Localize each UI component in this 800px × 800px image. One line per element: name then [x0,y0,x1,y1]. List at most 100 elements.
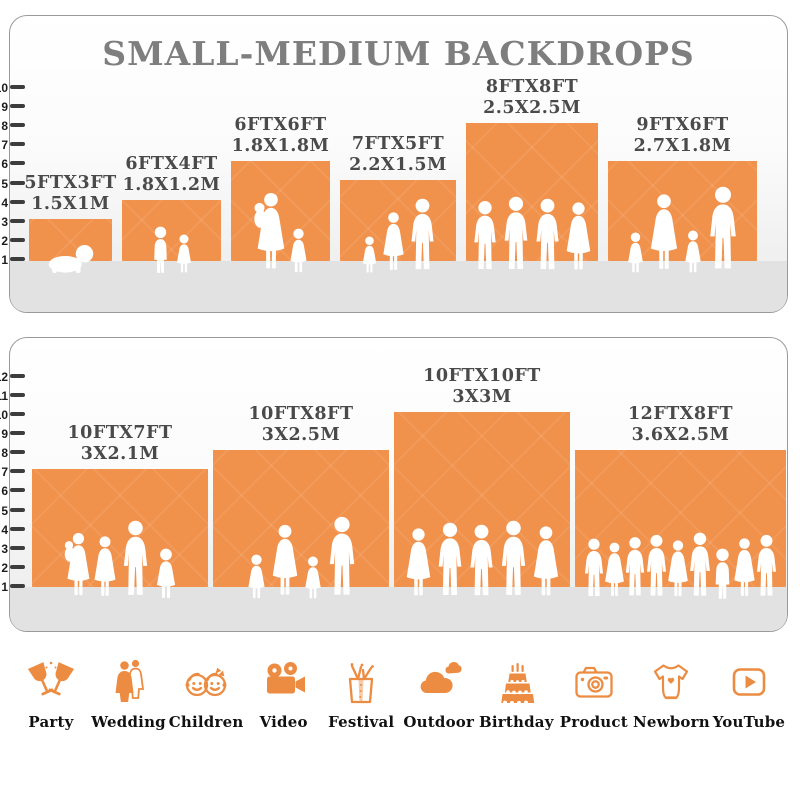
ruler-tick [10,85,25,89]
ruler-tick-label: 8 [1,446,8,461]
people-silhouettes [342,198,454,274]
ruler-tick-label: 3 [1,214,8,229]
backdrop-bar-10ftx10ft: 10FTX10FT 3X3M [394,366,570,587]
backdrop-bar-5ftx3ft: 5FTX3FT 1.5X1M [24,173,116,261]
figure-woman [381,212,406,274]
category-label: Festival [328,713,395,731]
ruler-tick-label: 2 [1,560,8,575]
backdrop-size-label: 12FTX8FT 3.6X2.5M [586,404,776,446]
size-ft: 6FTX6FT [234,115,327,135]
figure-girl [682,230,704,274]
backdrop-bar-9ftx6ft: 9FTX6FT 2.7X1.8M [608,115,757,261]
ruler-tick [10,564,25,569]
ruler-tick [10,142,25,147]
category-newborn: Newborn [632,658,710,731]
category-label: YouTube [712,713,786,731]
ruler-tick [10,526,25,531]
figure-woman [92,536,118,600]
size-m: 1.8X1.2M [122,175,221,195]
category-label: Product [559,713,628,731]
people-silhouettes [31,244,110,274]
people-silhouettes [577,532,784,600]
ruler-tick-label: 5 [1,503,8,518]
category-label: Birthday [478,713,554,731]
category-party: Party [14,658,88,731]
size-m: 3X2.1M [80,444,160,464]
backdrop-size-label: 10FTX7FT 3X2.1M [25,423,215,465]
category-product: Product [557,658,631,731]
ruler-tick-label: 10 [0,408,8,422]
figure-girl [153,548,179,600]
party-icon [27,661,75,696]
category-children: Children [169,658,243,731]
size-ft: 7FTX5FT [351,134,445,154]
size-m: 1.8X1.8M [231,136,330,156]
video-icon [266,662,305,694]
backdrop-size-label: 10FTX10FT 3X3M [387,366,577,408]
size-m: 1.5X1M [31,194,110,214]
ruler-tick [10,373,25,378]
size-ft: 8FTX8FT [485,77,579,97]
people-silhouettes [34,520,206,600]
figure-man [533,198,562,274]
figure-woman [648,194,680,274]
backdrop-size-label: 9FTX6FT 2.7X1.8M [588,115,778,157]
size-m: 3.6X2.5M [631,425,730,445]
wedding-icon [115,659,144,702]
ruler-tick [10,237,25,242]
size-m: 3X2.5M [261,425,341,445]
size-m: 3X3M [452,387,512,407]
figure-woman [404,528,433,600]
size-m: 2.5X2.5M [483,98,581,118]
category-wedding: Wedding [91,658,166,731]
size-m: 2.2X1.5M [349,155,447,175]
ruler-tick-label: 4 [1,522,8,537]
backdrop-size-label: 10FTX8FT 3X2.5M [206,404,396,446]
ruler-tick-label: 7 [1,465,8,480]
ruler-tick-label: 2 [1,233,8,248]
ruler-tick [10,412,25,416]
backdrop-bar-10ftx7ft: 10FTX7FT 3X2.1M [32,423,208,587]
figure-man [408,198,437,274]
newborn-icon [654,664,689,700]
figure-man [435,522,465,600]
category-outdoor: Outdoor [402,658,476,731]
ruler-tick-label: 10 [0,81,8,95]
category-label: Party [28,713,74,731]
ruler-tick-label: 9 [1,100,8,115]
ruler-tick [10,161,25,166]
figure-girl [287,228,310,274]
ruler-tick [10,431,25,436]
figure-woman-baby [62,532,90,600]
ruler-tick-label: 11 [0,388,8,403]
ruler-tick-label: 3 [1,541,8,556]
figure-girl [174,234,194,274]
category-festival: Festival [324,658,398,731]
ruler-tick [10,469,25,474]
size-ft: 10FTX7FT [67,423,173,443]
category-label: Outdoor [403,713,475,731]
figure-man [471,200,499,274]
figure-man [467,524,496,600]
category-label: Newborn [632,713,710,731]
ruler-tick [10,104,25,109]
figure-man [498,520,529,600]
figure-woman [531,526,561,600]
panel-medium-backdrops: 123456789101112 10FTX7FT3X2.1M10FTX8FT3X… [0,337,788,632]
children-icon [185,667,227,697]
size-ft: 12FTX8FT [627,404,733,424]
category-youtube: YouTube [712,658,786,731]
page-title: SMALL-MEDIUM BACKDROPS [102,34,695,73]
people-silhouettes [468,196,596,274]
backdrop-bar-10ftx8ft: 10FTX8FT 3X2.5M [213,404,389,587]
ruler-tick-label: 6 [1,484,8,499]
figure-woman [270,524,300,600]
size-ft: 10FTX8FT [248,404,354,424]
birthday-icon [501,663,535,705]
figure-girl [302,556,324,600]
people-silhouettes [124,226,219,274]
ruler-tick [10,507,25,512]
backdrop-size-label: 8FTX8FT 2.5X2.5M [437,77,627,119]
figure-girl [245,554,268,600]
